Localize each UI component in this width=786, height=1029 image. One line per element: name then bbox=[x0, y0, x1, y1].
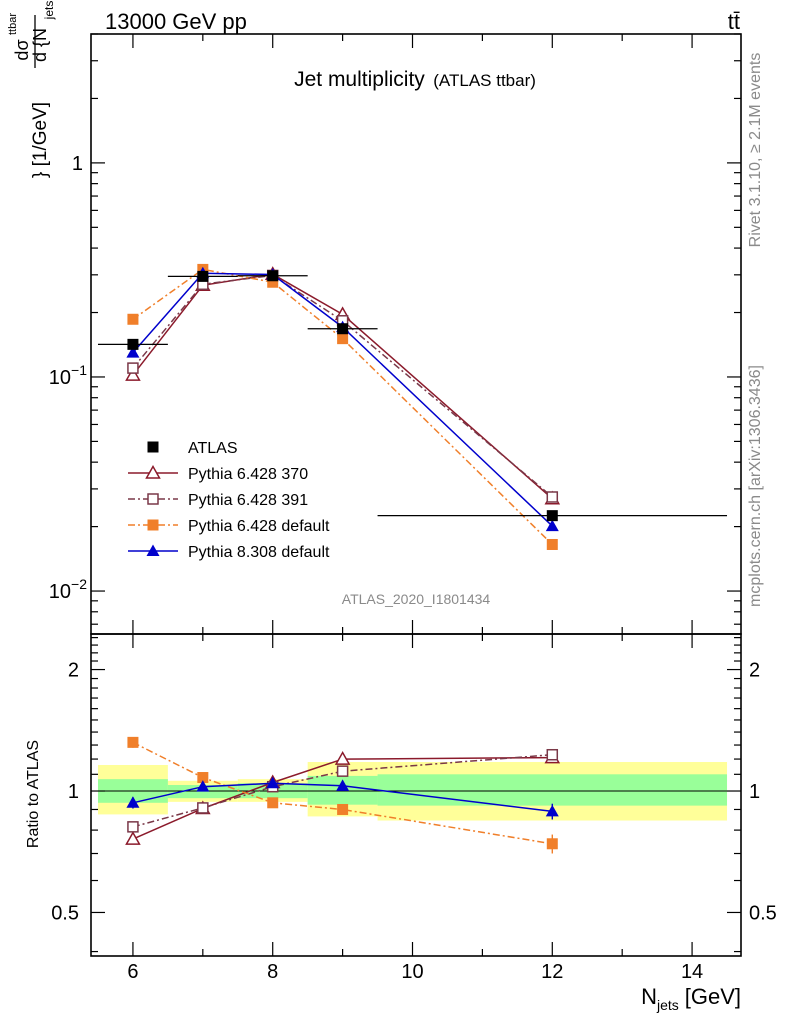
x-tick-label: 12 bbox=[541, 961, 563, 983]
chart-title: Jet multiplicity (ATLAS ttbar) bbox=[294, 68, 536, 91]
watermark: ATLAS_2020_I1801434 bbox=[342, 591, 491, 607]
svg-text:} [1/GeV]: } [1/GeV] bbox=[30, 102, 51, 178]
x-tick-label: 10 bbox=[401, 961, 423, 983]
x-tick-label: 14 bbox=[681, 961, 703, 983]
ratio-y-tick-label: 1 bbox=[68, 781, 79, 803]
main-series-data-marker bbox=[546, 510, 558, 522]
legend-label: ATLAS bbox=[188, 440, 238, 457]
main-series-3-marker bbox=[337, 333, 349, 345]
legend: ATLAS Pythia 6.428 370 Pythia 6.428 391 Pyt… bbox=[128, 440, 330, 561]
svg-text:dσ: dσ bbox=[12, 39, 32, 60]
main-series-data-marker bbox=[267, 270, 279, 282]
svg-text:ttbar: ttbar bbox=[7, 13, 19, 35]
main-series-1-marker bbox=[125, 367, 141, 381]
mcplots-label: mcplots.cern.ch [arXiv:1306.3436] bbox=[747, 365, 764, 607]
ratio-y-tick-label: 2 bbox=[68, 660, 79, 682]
main-y-tick-label: 10−1 bbox=[49, 362, 87, 389]
ratio-axis-ticks: 0.5 0.51 12 26 8 10 12 14 bbox=[51, 634, 777, 983]
main-series-4-marker bbox=[126, 346, 140, 358]
ratio-series-2-marker bbox=[127, 821, 139, 833]
legend-label: Pythia 6.428 default bbox=[188, 518, 330, 535]
main-series-3-marker bbox=[127, 313, 139, 325]
main-series-layer bbox=[97, 263, 728, 550]
main-y-tick-label: 1 bbox=[72, 153, 83, 175]
ratio-series-1-marker bbox=[125, 831, 141, 845]
svg-text:d {N: d {N bbox=[30, 28, 50, 62]
legend-marker bbox=[147, 493, 159, 505]
legend-label: Pythia 6.428 391 bbox=[188, 492, 308, 509]
legend-marker bbox=[146, 544, 160, 556]
ratio-y-axis-label: Ratio to ATLAS bbox=[25, 740, 42, 848]
x-axis-label: Njets [GeV] bbox=[641, 984, 741, 1013]
ratio-series-2-marker bbox=[546, 748, 559, 761]
main-panel: 1 10−1 10−2 Jet multiplicity (ATLAS ttbar)… bbox=[49, 33, 742, 635]
ratio-series-2-marker bbox=[197, 802, 209, 814]
main-series-data-marker bbox=[127, 338, 139, 350]
header-process-label: tt̄ bbox=[728, 9, 740, 34]
ratio-series-3-marker bbox=[267, 797, 279, 809]
ratio-y-tick-label-right: 2 bbox=[749, 660, 760, 682]
legend-marker bbox=[147, 441, 159, 453]
main-series-3-marker bbox=[267, 276, 279, 288]
main-y-tick-label: 10−2 bbox=[49, 576, 87, 603]
ratio-series-4-marker bbox=[126, 796, 140, 808]
main-series-3-marker bbox=[546, 538, 558, 550]
x-tick-label: 6 bbox=[127, 961, 138, 983]
main-series-data-marker bbox=[337, 323, 349, 335]
ratio-series-3-marker bbox=[337, 803, 349, 815]
ratio-series-3-marker bbox=[127, 736, 139, 748]
ratio-series-1-marker bbox=[334, 751, 351, 765]
ratio-series-2-marker bbox=[336, 765, 349, 777]
legend-label: Pythia 6.428 370 bbox=[188, 466, 308, 483]
main-series-2-marker bbox=[546, 491, 559, 503]
ratio-y-tick-label: 0.5 bbox=[51, 902, 79, 924]
x-tick-label: 8 bbox=[267, 961, 278, 983]
ratio-y-tick-label-right: 1 bbox=[749, 781, 760, 803]
legend-label: Pythia 8.308 default bbox=[188, 544, 330, 561]
ratio-series-4-marker bbox=[196, 780, 210, 792]
main-y-axis-label: } [1/GeV] d {N jets dσ ttbar d 1 σ d bbox=[7, 1, 56, 178]
header-energy-label: 13000 GeV pp bbox=[105, 9, 247, 34]
ratio-y-tick-label-right: 0.5 bbox=[749, 902, 777, 924]
main-series-4-marker bbox=[545, 519, 559, 532]
ratio-panel: 0.5 0.51 12 26 8 10 12 14 bbox=[51, 633, 777, 983]
main-axis-ticks: 1 10−1 10−2 bbox=[49, 33, 741, 634]
svg-text:jets: jets bbox=[42, 1, 56, 21]
ratio-series-3-marker bbox=[546, 838, 558, 850]
ratio-band-inner bbox=[377, 774, 728, 806]
ratio-frame bbox=[90, 633, 742, 957]
ratio-series-4-marker bbox=[266, 776, 280, 789]
rivet-label: Rivet 3.1.10, ≥ 2.1M events bbox=[747, 53, 764, 248]
main-series-data-marker bbox=[197, 270, 209, 282]
main-series-2-marker bbox=[127, 362, 139, 374]
ratio-series-4-marker bbox=[336, 779, 350, 791]
ratio-series-4-marker bbox=[545, 804, 559, 817]
ratio-series-layer bbox=[125, 736, 561, 854]
legend-marker bbox=[145, 464, 161, 479]
legend-marker bbox=[147, 519, 159, 531]
ratio-series-3-marker bbox=[197, 772, 209, 784]
